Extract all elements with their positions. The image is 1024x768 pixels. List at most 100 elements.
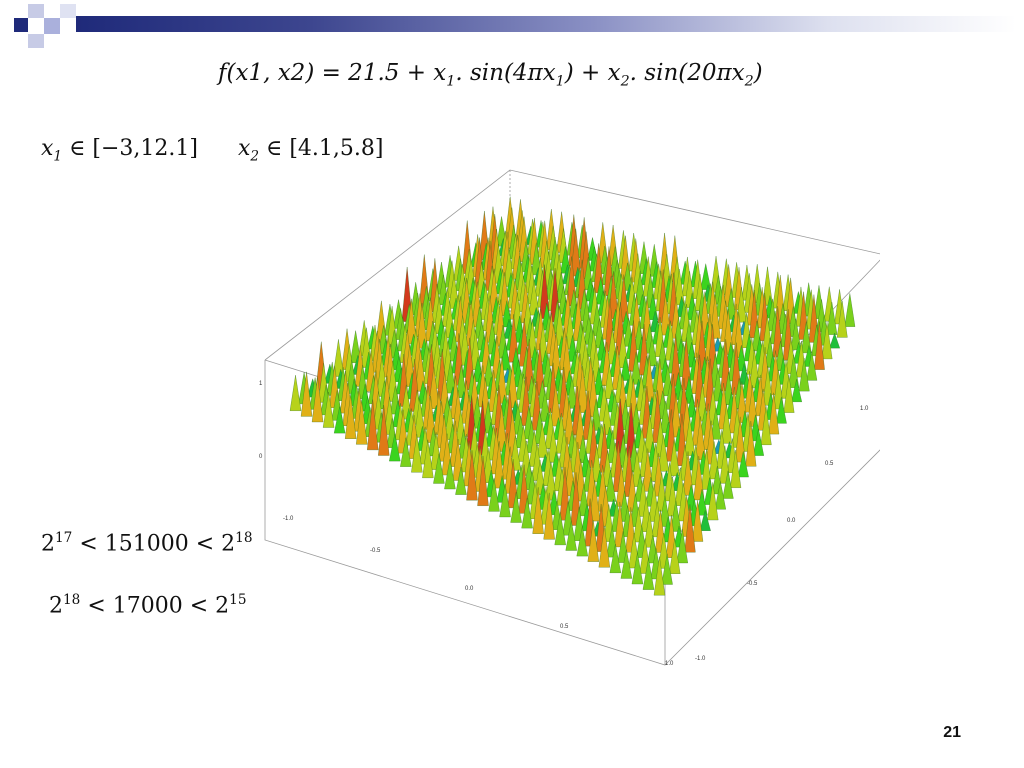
- surface-peak: [499, 483, 511, 518]
- equation-text: ): [753, 60, 763, 86]
- top-decorative-bar: [0, 4, 1024, 48]
- surface-peak: [682, 451, 694, 496]
- ineq-base: 2: [215, 593, 230, 619]
- inequality-2: 218 < 17000 < 215: [49, 592, 247, 618]
- surface-peak: [669, 538, 681, 574]
- logo-square-light: [28, 4, 44, 18]
- equation-var: x: [433, 60, 447, 86]
- surface-peak: [488, 478, 500, 512]
- surface-peak: [814, 321, 825, 370]
- domain-var: x: [237, 136, 251, 161]
- surface-peak: [510, 492, 522, 523]
- surface-peak: [536, 422, 548, 458]
- surface-peak: [428, 366, 440, 409]
- x-tick-label: 1.0: [665, 661, 674, 667]
- logo-square-dark: [14, 18, 28, 32]
- surface-peak: [455, 364, 467, 398]
- equation-text: . sin(4πx: [455, 60, 556, 86]
- x-tick-label: -0.5: [370, 548, 381, 554]
- surface-peak: [696, 489, 708, 516]
- z-tick-label: 1: [259, 381, 263, 387]
- equation-sub: 2: [620, 73, 630, 90]
- surface-peak: [721, 403, 733, 444]
- ineq-mid: < 17000 <: [80, 593, 216, 619]
- surface-peak: [676, 529, 688, 564]
- surface-peak: [722, 470, 734, 499]
- surface-peak: [601, 398, 613, 436]
- surface-peak: [620, 549, 633, 579]
- surface-peak: [545, 461, 557, 501]
- surface-peak: [700, 263, 712, 290]
- equation-sub: 1: [555, 73, 565, 90]
- ineq-mid: < 151000 <: [72, 531, 222, 557]
- surface-peak: [661, 553, 673, 585]
- surface-peak: [668, 439, 680, 477]
- logo-square-mid: [44, 18, 60, 34]
- axis-ticks: 1 0 -1.0 -0.5 0.0 0.5 1.0 1.0 0.5 0.0 -0.5 -1.0: [259, 381, 869, 667]
- surface-plot-3d: 1 0 -1.0 -0.5 0.0 0.5 1.0 1.0 0.5 0.0 -0.5 -1.0: [259, 169, 880, 667]
- surface-peak: [783, 375, 795, 413]
- surface-peak: [714, 481, 726, 510]
- gradient-bar: [76, 16, 1016, 32]
- surface-peak: [836, 300, 848, 338]
- domain-range-x2: ∈ [4.1,5.8]: [259, 136, 384, 161]
- surface-peak: [589, 480, 601, 522]
- surface-peak: [737, 451, 749, 478]
- page-number: 21: [943, 724, 961, 741]
- surface-peak: [532, 487, 544, 534]
- surface-peak: [477, 455, 489, 506]
- inequality-1: 217 < 151000 < 218: [41, 530, 253, 556]
- ineq-base: 2: [41, 531, 55, 557]
- surface-peak: [350, 330, 362, 363]
- equation-text: ) +: [564, 60, 608, 86]
- surface-peak: [389, 433, 401, 462]
- surface-peak: [684, 417, 696, 456]
- surface-peak: [400, 437, 412, 467]
- domain-sub: 2: [250, 148, 260, 165]
- surface-peak: [587, 520, 599, 562]
- surface-peak: [333, 406, 346, 434]
- surface-peak: [543, 492, 555, 540]
- surface-peak: [821, 322, 833, 360]
- surface-peak: [566, 376, 578, 409]
- surface-peak: [670, 393, 682, 438]
- surface-peak: [734, 416, 746, 463]
- equation-sub: 1: [446, 73, 456, 90]
- surface-peak: [670, 500, 682, 532]
- surface-peak: [466, 450, 478, 501]
- surface-peak: [710, 408, 722, 440]
- surface-peak: [311, 377, 324, 423]
- surface-peak: [752, 428, 764, 456]
- x-tick-label: 0.0: [465, 586, 474, 592]
- domain-sub: 1: [53, 148, 63, 165]
- logo-square-light-2: [60, 4, 76, 18]
- logo-square-light-3: [28, 34, 44, 48]
- surface-peak: [344, 394, 357, 439]
- surface-peak: [604, 469, 617, 502]
- surface-peak: [768, 392, 780, 435]
- surface-peak: [707, 482, 719, 521]
- x-tick-label: 0.5: [560, 624, 569, 630]
- equation-sub: 2: [744, 73, 754, 90]
- ineq-exp: 18: [63, 592, 81, 608]
- ineq-base: 2: [49, 593, 63, 619]
- surface-peak: [693, 456, 705, 501]
- surface-peak: [791, 379, 802, 403]
- surface-peak: [631, 552, 644, 585]
- surface-peak: [760, 406, 772, 445]
- surface-peak: [367, 399, 379, 451]
- surface-peak: [496, 404, 508, 452]
- surface-peak: [554, 512, 566, 546]
- y-tick-label: 1.0: [860, 406, 869, 412]
- surface-peak: [521, 497, 533, 529]
- surface-peak: [619, 356, 631, 381]
- surface-peak: [455, 466, 467, 495]
- y-tick-label: -0.5: [747, 581, 758, 587]
- surface-peak: [775, 396, 787, 424]
- surface-peak: [300, 371, 313, 417]
- surface-peak: [550, 383, 562, 427]
- x-tick-label: -1.0: [283, 516, 294, 522]
- domain-range-x1: ∈ [−3,12.1]: [62, 136, 198, 161]
- surface-peak: [422, 439, 434, 479]
- ineq-exp: 17: [55, 530, 73, 546]
